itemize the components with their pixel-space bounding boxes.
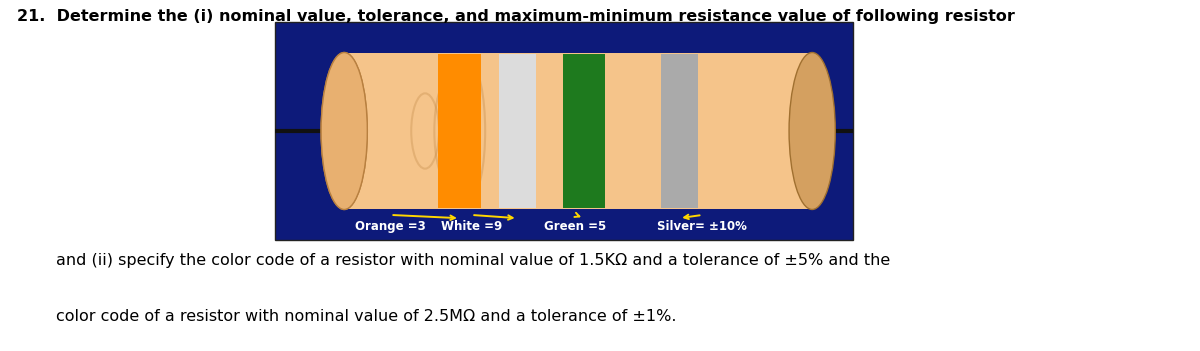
Text: Silver= ±10%: Silver= ±10% <box>658 220 748 233</box>
Text: Orange =3: Orange =3 <box>355 220 426 233</box>
Text: color code of a resistor with nominal value of 2.5MΩ and a tolerance of ±1%.: color code of a resistor with nominal va… <box>56 309 677 324</box>
Bar <box>438 54 481 208</box>
Bar <box>275 22 853 240</box>
Ellipse shape <box>790 53 835 210</box>
Text: Green =5: Green =5 <box>544 220 606 233</box>
Ellipse shape <box>322 53 367 210</box>
Bar <box>563 54 605 208</box>
Bar <box>660 54 698 208</box>
Text: White =9: White =9 <box>440 220 502 233</box>
Text: 21.  Determine the (i) nominal value, tolerance, and maximum-minimum resistance : 21. Determine the (i) nominal value, tol… <box>17 9 1015 24</box>
Bar <box>344 53 812 210</box>
Ellipse shape <box>322 53 367 210</box>
Bar <box>499 54 536 208</box>
Text: and (ii) specify the color code of a resistor with nominal value of 1.5KΩ and a : and (ii) specify the color code of a res… <box>56 253 890 268</box>
